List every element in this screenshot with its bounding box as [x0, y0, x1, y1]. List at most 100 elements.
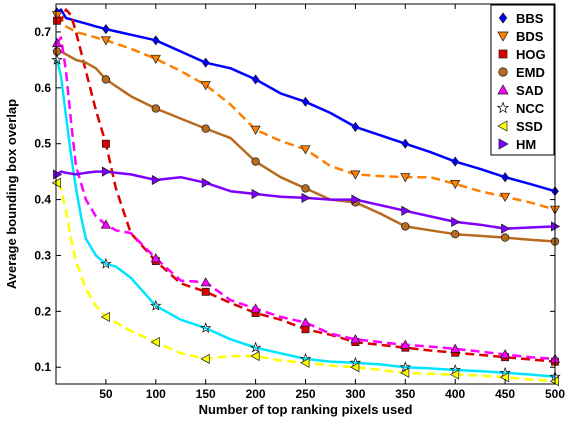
series-line-sad	[55, 36, 556, 361]
x-tick-label: 350	[395, 387, 415, 401]
data-point-hm	[201, 177, 211, 188]
data-point-sad	[300, 317, 311, 327]
data-point-bds	[250, 125, 261, 135]
data-point-bds	[150, 54, 161, 64]
data-point-ssd	[400, 367, 410, 378]
data-point-ncc	[200, 322, 212, 333]
data-point-sad	[100, 219, 111, 229]
y-tick-label: 0.7	[34, 25, 51, 39]
y-tick-label: 0.6	[34, 81, 51, 95]
data-point-sad	[350, 334, 361, 344]
legend-label: EMD	[516, 65, 545, 80]
data-point-sad	[250, 303, 261, 313]
data-point-bds	[400, 173, 411, 183]
data-point-ssd	[350, 362, 360, 373]
legend-marker-ncc	[496, 101, 510, 114]
x-tick-label: 300	[345, 387, 365, 401]
data-point-bbs	[501, 172, 509, 183]
data-point-sad	[500, 349, 511, 359]
data-point-hm	[301, 192, 311, 204]
legend-item-bbs: BBS	[498, 11, 544, 26]
data-point-bbs	[151, 35, 160, 46]
x-tick-label: 150	[196, 387, 216, 401]
legend-marker-sad	[497, 84, 509, 95]
x-tick-label: 500	[545, 387, 565, 401]
data-point-bds	[500, 192, 511, 203]
series-line-ncc	[55, 59, 556, 378]
data-point-ncc	[100, 257, 112, 269]
data-point-sad	[150, 253, 161, 263]
data-point-ncc	[51, 53, 63, 65]
data-point-bds	[350, 170, 361, 180]
data-point-ssd	[449, 369, 460, 380]
series-line-bds	[56, 14, 556, 211]
legend-marker-hm	[498, 138, 509, 150]
data-point-hm	[451, 216, 461, 228]
data-point-hm	[151, 174, 162, 186]
legend: BBS BDS HOG EMD SAD NCC SSD HM	[490, 4, 555, 156]
data-point-hog	[101, 139, 110, 148]
legend-box	[490, 4, 555, 156]
legend-item-ncc: NCC	[496, 101, 545, 116]
legend-item-sad: SAD	[497, 83, 543, 98]
legend-label: BDS	[516, 29, 544, 44]
legend-label: SAD	[516, 83, 543, 98]
data-point-ssd	[150, 336, 160, 348]
data-point-emd	[251, 157, 260, 166]
legend-marker-bbs	[498, 12, 508, 24]
data-point-emd	[451, 230, 460, 239]
x-axis-label: Number of top ranking pixels used	[199, 402, 413, 417]
y-tick-label: 0.3	[34, 248, 51, 262]
series-layer	[51, 7, 561, 387]
data-point-sad	[51, 37, 63, 48]
data-point-bbs	[102, 24, 110, 35]
legend-item-bds: BDS	[497, 29, 544, 44]
data-point-ncc	[150, 299, 162, 311]
data-point-ssd	[51, 177, 61, 188]
data-point-bds	[450, 179, 461, 190]
series-line-ssd	[55, 182, 556, 383]
x-tick-label: 100	[146, 387, 166, 401]
data-point-bbs	[201, 57, 210, 68]
x-tick-label: 200	[246, 387, 266, 401]
x-tick-label: 450	[495, 387, 515, 401]
data-point-emd	[151, 104, 160, 113]
data-point-hm	[401, 205, 411, 216]
x-tick-label: 50	[99, 387, 113, 401]
legend-label: HOG	[516, 47, 546, 62]
data-point-ssd	[200, 353, 210, 364]
data-point-bbs	[451, 156, 460, 167]
data-point-hog	[301, 325, 310, 334]
series-bds	[51, 11, 561, 215]
legend-marker-emd	[498, 67, 508, 77]
data-point-hog	[201, 287, 210, 296]
x-tick-label: 250	[295, 387, 315, 401]
data-point-bds	[100, 36, 111, 46]
data-point-hm	[351, 194, 361, 205]
data-point-hog	[53, 16, 61, 25]
data-point-hm	[53, 169, 63, 180]
x-tick-label: 400	[445, 387, 465, 401]
data-point-sad	[200, 277, 211, 287]
legend-item-emd: EMD	[498, 65, 545, 80]
data-point-bds	[51, 11, 63, 21]
legend-item-hm: HM	[498, 137, 536, 152]
data-point-ncc	[399, 361, 411, 373]
legend-marker-hog	[498, 49, 508, 59]
legend-label: NCC	[516, 101, 545, 116]
legend-marker-bds	[497, 31, 509, 42]
series-bbs	[53, 7, 559, 197]
data-point-ncc	[249, 341, 262, 353]
data-point-ssd	[250, 350, 260, 362]
y-tick-label: 0.5	[34, 137, 51, 151]
series-hm	[53, 166, 561, 234]
x-axis: 50 100 150 200 250 300 350 400 450 500	[99, 4, 565, 401]
data-point-hm	[251, 188, 261, 200]
data-point-bbs	[401, 138, 410, 149]
data-point-hm	[101, 166, 112, 177]
data-point-emd	[500, 233, 510, 242]
legend-item-hog: HOG	[498, 47, 546, 62]
legend-label: SSD	[516, 119, 543, 134]
